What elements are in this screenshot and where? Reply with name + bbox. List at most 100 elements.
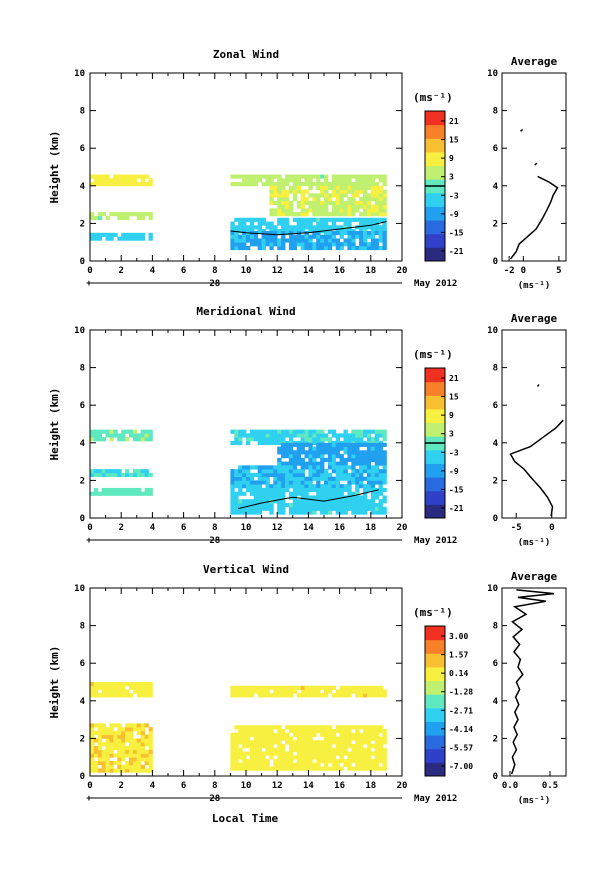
heatmap-cell bbox=[378, 225, 383, 230]
heatmap-cell bbox=[359, 212, 364, 217]
average-profile-fragment bbox=[519, 128, 524, 132]
heatmap-cell bbox=[109, 764, 114, 769]
heatmap-cell bbox=[320, 729, 325, 734]
colorbar-tick-label: -5.57 bbox=[449, 743, 473, 752]
heatmap-cell bbox=[277, 502, 282, 508]
heatmap-cell bbox=[148, 212, 153, 217]
heatmap-cell bbox=[351, 197, 356, 202]
heatmap-cell bbox=[117, 437, 122, 442]
heatmap-cell bbox=[93, 749, 99, 754]
heatmap-cell bbox=[351, 759, 356, 764]
heatmap-cell bbox=[304, 502, 309, 508]
heatmap-cell bbox=[230, 740, 235, 745]
heatmap-cell bbox=[355, 193, 360, 198]
heatmap-cell bbox=[136, 730, 142, 736]
heatmap-cell bbox=[257, 736, 262, 741]
heatmap-cell bbox=[312, 732, 317, 737]
heatmap-cell bbox=[324, 189, 329, 194]
heatmap-cell bbox=[347, 725, 352, 730]
heatmap-cell bbox=[378, 238, 383, 243]
heatmap-cell bbox=[121, 437, 126, 442]
heatmap-cell bbox=[242, 484, 247, 489]
heatmap-cell bbox=[359, 230, 364, 236]
heatmap-cell bbox=[292, 487, 298, 493]
heatmap-cell bbox=[132, 469, 138, 474]
heatmap-cell bbox=[249, 759, 255, 764]
heatmap-cell bbox=[324, 689, 329, 694]
heatmap-cell bbox=[324, 204, 329, 209]
heatmap-cell bbox=[363, 755, 368, 760]
heatmap-cell bbox=[253, 465, 259, 470]
heatmap-cell bbox=[351, 755, 356, 760]
heatmap-cell bbox=[285, 472, 290, 478]
heatmap-cell bbox=[327, 729, 333, 734]
heatmap-cell bbox=[382, 465, 387, 470]
heatmap-cell bbox=[335, 499, 340, 504]
heatmap-cell bbox=[374, 732, 379, 737]
heatmap-cell bbox=[109, 768, 114, 773]
heatmap-cell bbox=[129, 433, 134, 438]
heatmap-cell bbox=[288, 178, 294, 183]
heatmap-cell bbox=[269, 469, 274, 474]
heatmap-cell bbox=[261, 245, 266, 251]
heatmap-cell bbox=[320, 204, 325, 209]
heatmap-cell bbox=[374, 693, 379, 698]
heatmap-cell bbox=[378, 510, 383, 515]
heatmap-cell bbox=[351, 480, 356, 485]
heatmap-cell bbox=[125, 745, 130, 751]
heatmap-cell bbox=[253, 178, 259, 183]
heatmap-cell bbox=[113, 734, 118, 739]
average-y-tick-label: 8 bbox=[493, 622, 498, 632]
heatmap-cell bbox=[300, 245, 305, 251]
heatmap-cell bbox=[335, 689, 340, 694]
heatmap-cell bbox=[355, 230, 360, 236]
heatmap-cell bbox=[312, 174, 317, 179]
heatmap-cell bbox=[261, 759, 266, 764]
heatmap-cell bbox=[378, 212, 383, 217]
y-tick-label: 6 bbox=[80, 401, 85, 411]
heatmap-cell bbox=[347, 234, 352, 239]
heatmap-cell bbox=[269, 238, 274, 243]
heatmap-cell bbox=[347, 433, 352, 438]
heatmap-cell bbox=[148, 433, 153, 438]
heatmap-cell bbox=[335, 762, 340, 767]
heatmap-cell bbox=[355, 732, 360, 737]
heatmap-cell bbox=[136, 749, 142, 754]
x-tick-label: 20 bbox=[397, 781, 408, 791]
heatmap-cell bbox=[316, 446, 321, 451]
heatmap-cell bbox=[121, 178, 126, 183]
heatmap-cell bbox=[101, 764, 106, 769]
heatmap-cell bbox=[320, 437, 325, 442]
heatmap-cell bbox=[355, 204, 360, 209]
heatmap-cell bbox=[253, 174, 259, 179]
heatmap-cell bbox=[144, 749, 149, 754]
heatmap-cell bbox=[363, 433, 368, 438]
heatmap-cell bbox=[97, 236, 103, 241]
heatmap-cell bbox=[335, 693, 340, 698]
heatmap-cell bbox=[285, 174, 290, 179]
heatmap-cell bbox=[335, 487, 340, 493]
heatmap-cell bbox=[234, 751, 239, 756]
heatmap-cell bbox=[257, 732, 262, 737]
heatmap-cell bbox=[288, 429, 294, 434]
heatmap-cell bbox=[277, 185, 282, 190]
heatmap-cell bbox=[351, 685, 356, 690]
heatmap-cell bbox=[93, 730, 99, 736]
heatmap-cell bbox=[109, 182, 114, 187]
heatmap-cell bbox=[97, 685, 103, 690]
heatmap-cell bbox=[335, 446, 340, 451]
heatmap-cell bbox=[312, 472, 317, 478]
heatmap-cell bbox=[378, 747, 383, 752]
heatmap-cell bbox=[132, 742, 138, 747]
heatmap-cell bbox=[366, 217, 372, 222]
heatmap-cell bbox=[269, 732, 274, 737]
panel-title: Vertical Wind bbox=[203, 563, 289, 576]
heatmap-cell bbox=[339, 208, 344, 213]
heatmap-cell bbox=[312, 182, 317, 187]
date-axis-marker: + bbox=[86, 536, 92, 546]
heatmap-cell bbox=[242, 689, 247, 694]
heatmap-cell bbox=[140, 730, 145, 736]
heatmap-cell bbox=[230, 736, 235, 741]
heatmap-cell bbox=[234, 510, 239, 515]
heatmap-cell bbox=[277, 476, 282, 481]
